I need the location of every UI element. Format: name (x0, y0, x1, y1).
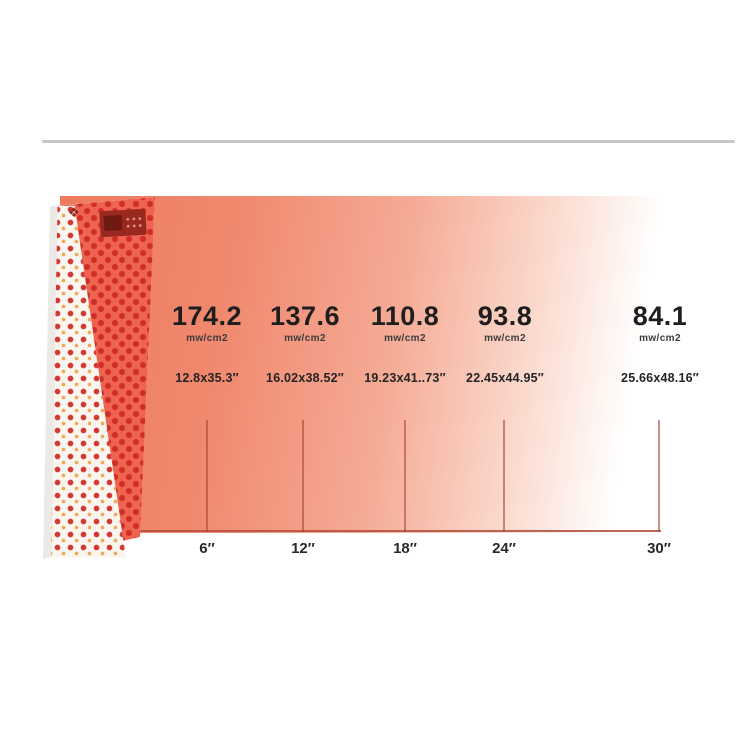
irradiance-unit: mw/cm2 (384, 333, 426, 344)
top-divider (42, 140, 735, 143)
irradiance-value: 110.8 (370, 301, 440, 331)
distance-label: 24″ (492, 540, 516, 557)
tick-line-6in (206, 420, 208, 532)
distance-label: 6″ (199, 540, 215, 557)
measurement-column: 110.8 mw/cm2 19.23x41..73″ (345, 301, 465, 385)
brand-logo-icon: ❖ (67, 204, 81, 221)
irradiance-unit: mw/cm2 (484, 333, 526, 344)
coverage-size: 19.23x41..73″ (364, 371, 446, 385)
distance-label: 30″ (647, 540, 671, 557)
coverage-size: 22.45x44.95″ (466, 371, 544, 385)
irradiance-unit: mw/cm2 (639, 333, 681, 344)
measurement-column: 84.1 mw/cm2 25.66x48.16″ (600, 301, 720, 385)
gradient-backdrop (60, 196, 692, 533)
irradiance-value: 84.1 (632, 301, 688, 331)
coverage-size: 16.02x38.52″ (266, 371, 344, 385)
control-display (99, 208, 147, 238)
tick-line-24in (503, 420, 505, 532)
coverage-size: 25.66x48.16″ (621, 371, 699, 385)
distance-axis-baseline (140, 530, 661, 532)
tick-line-18in (404, 420, 406, 532)
red-light-panel-device: ❖ (38, 190, 160, 565)
tick-line-12in (302, 420, 304, 532)
distance-label: 12″ (291, 540, 315, 557)
measurement-column: 137.6 mw/cm2 16.02x38.52″ (245, 301, 365, 385)
measurement-column: 174.2 mw/cm2 12.8x35.3″ (147, 301, 267, 385)
distance-label: 18″ (393, 540, 417, 557)
tick-line-30in (658, 420, 660, 532)
display-buttons (124, 214, 144, 230)
display-screen (103, 215, 123, 231)
coverage-size: 12.8x35.3″ (175, 371, 239, 385)
irradiance-value: 174.2 (171, 301, 243, 331)
measurement-column: 93.8 mw/cm2 22.45x44.95″ (445, 301, 565, 385)
irradiance-unit: mw/cm2 (284, 333, 326, 344)
irradiance-value: 93.8 (477, 301, 533, 331)
irradiance-unit: mw/cm2 (186, 333, 228, 344)
irradiance-value: 137.6 (269, 301, 341, 331)
